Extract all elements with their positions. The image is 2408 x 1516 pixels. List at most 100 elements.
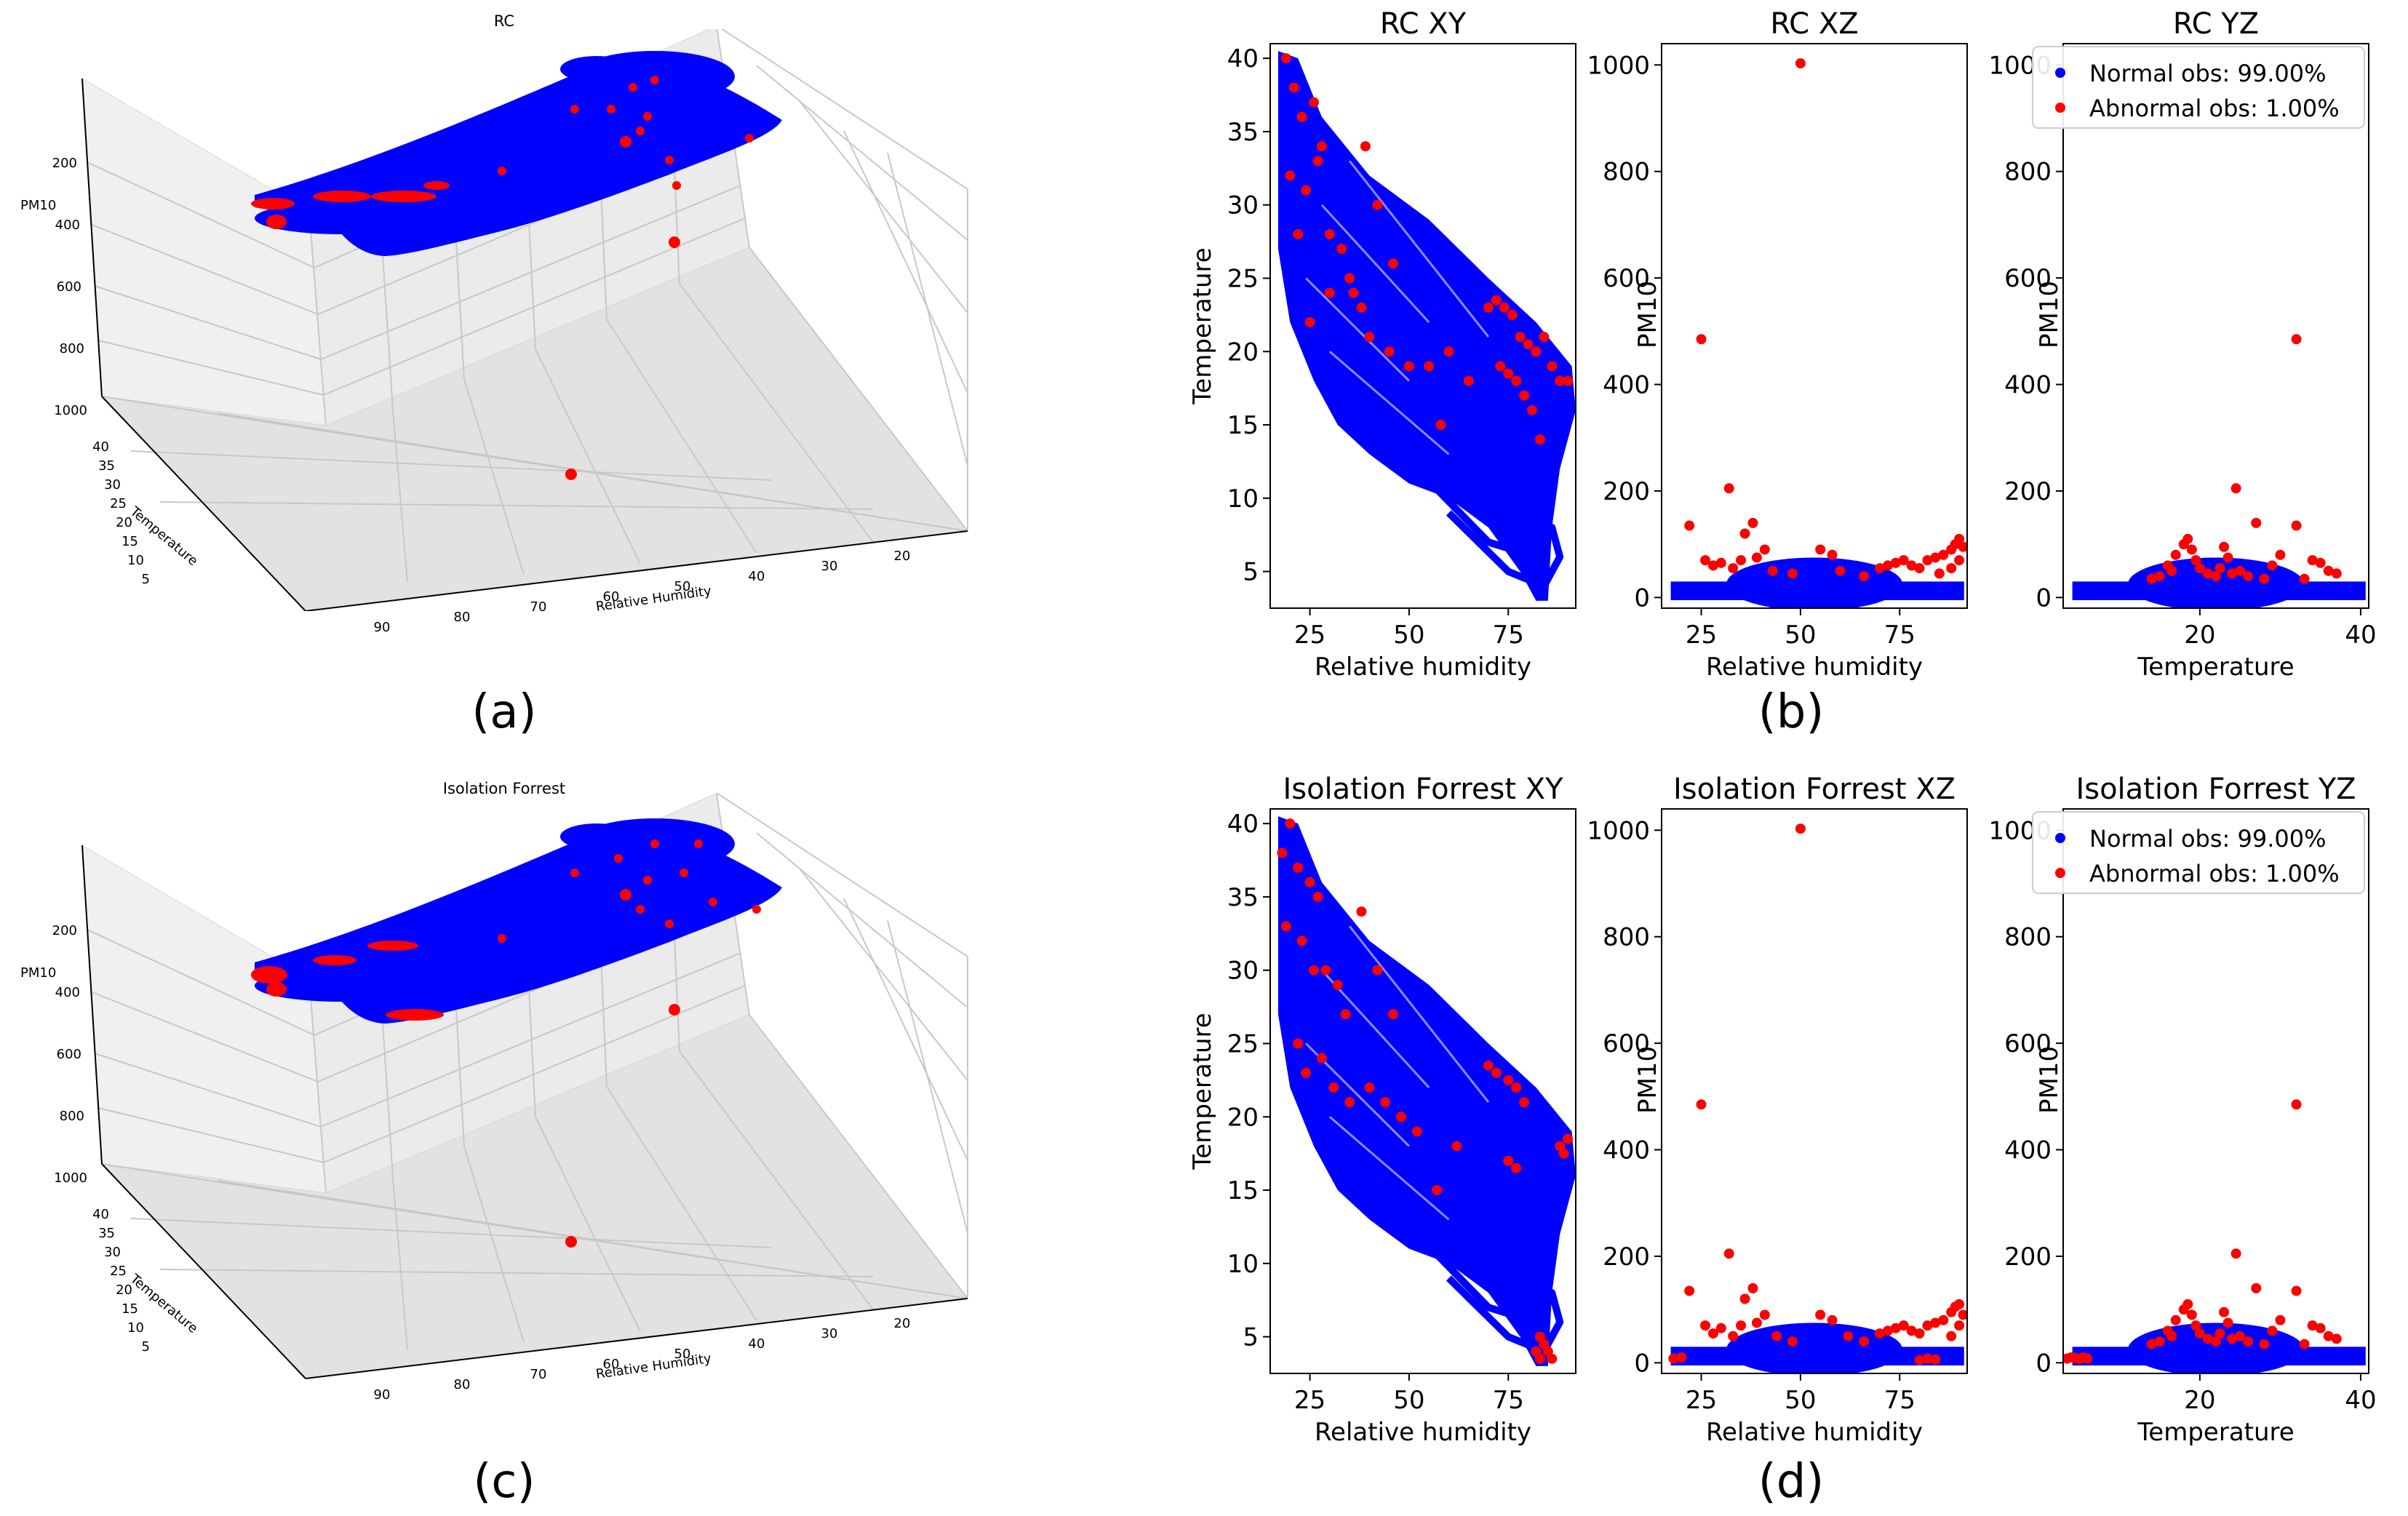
abnormal-point bbox=[1432, 1185, 1443, 1196]
y-tick-label: 200 bbox=[1603, 477, 1650, 506]
abnormal-point bbox=[1563, 1133, 1574, 1144]
panel-a-ztick: 1000 bbox=[54, 403, 87, 418]
x-tick-label: 75 bbox=[1884, 1386, 1915, 1415]
abnormal-point bbox=[1747, 1282, 1758, 1293]
panel-a-ztick: 600 bbox=[57, 279, 81, 295]
panel-a-xtick: 30 bbox=[821, 559, 838, 574]
abnormal-point bbox=[1946, 563, 1957, 574]
abnormal-point bbox=[1285, 818, 1296, 829]
abnormal-point bbox=[1914, 1328, 1925, 1339]
abnormal-point bbox=[1388, 258, 1399, 269]
normal-loop bbox=[1446, 495, 1564, 590]
abnormal-point bbox=[1380, 1097, 1391, 1108]
abnormal-point bbox=[1815, 544, 1826, 555]
abnormal-point bbox=[1328, 1082, 1339, 1093]
abnormal-point bbox=[1958, 541, 1967, 552]
axes-frame bbox=[1269, 43, 1576, 609]
abnormal-point bbox=[1751, 552, 1762, 563]
panel-c-zticks: 200 400 600 800 1000 bbox=[52, 923, 87, 1186]
abnormal-point bbox=[2146, 573, 2157, 584]
caption-d: (d) bbox=[1758, 1455, 1825, 1509]
abnormal-point bbox=[1396, 1112, 1406, 1122]
y-tick-label: 800 bbox=[1603, 158, 1650, 187]
abnormal-point bbox=[1787, 568, 1798, 579]
panel-c-xtick: 30 bbox=[821, 1326, 838, 1341]
y-tick-label: 1000 bbox=[1587, 51, 1650, 80]
abnormal-point bbox=[2251, 1282, 2262, 1293]
abnormal-point bbox=[1843, 1331, 1854, 1341]
abnormal-point bbox=[1906, 560, 1917, 571]
abnormal-point bbox=[2202, 568, 2213, 579]
legend-marker bbox=[2055, 868, 2065, 878]
abnormal-point bbox=[1348, 287, 1359, 298]
legend-label: Abnormal obs: 1.00% bbox=[2089, 860, 2340, 887]
panel-a-ytick: 30 bbox=[104, 477, 121, 492]
axes-frame bbox=[1661, 43, 1968, 609]
abnormal-point bbox=[2291, 1099, 2302, 1110]
abnormal-point bbox=[2194, 563, 2205, 574]
y-tick-label: 800 bbox=[2004, 158, 2052, 187]
panel-c-xticks: 90 80 70 60 50 40 30 20 bbox=[374, 1316, 911, 1403]
abnormal-point bbox=[2331, 1333, 2342, 1344]
abnormal-point bbox=[2291, 520, 2302, 531]
y-tick-label: 15 bbox=[1227, 411, 1259, 440]
abnormal-point bbox=[1356, 302, 1367, 313]
y-tick-label: 600 bbox=[2004, 264, 2052, 293]
abnormal-point bbox=[1515, 332, 1526, 343]
abnormal-point bbox=[1304, 316, 1315, 327]
abnormal-point bbox=[1906, 1325, 1917, 1336]
abnormal-point bbox=[1696, 1099, 1707, 1110]
abnormal-point bbox=[2243, 571, 2254, 582]
y-tick-label: 20 bbox=[1227, 1103, 1259, 1132]
abnormal-point bbox=[2230, 1248, 2241, 1259]
abnormal-point bbox=[1898, 555, 1909, 566]
abnormal-point bbox=[1309, 965, 1319, 976]
abnormal-point bbox=[1946, 1331, 1957, 1341]
abnormal-point bbox=[2251, 517, 2262, 528]
y-axis-label: PM10 bbox=[2035, 1046, 2064, 1114]
y-tick-label: 0 bbox=[2036, 583, 2052, 613]
x-tick-label: 20 bbox=[2184, 621, 2215, 650]
abnormal-point bbox=[1320, 965, 1331, 976]
legend-label: Abnormal obs: 1.00% bbox=[2089, 95, 2340, 122]
abnormal-point bbox=[1859, 571, 1870, 582]
y-axis-label: PM10 bbox=[1633, 1046, 1662, 1114]
abnormal-point bbox=[2202, 1333, 2213, 1344]
abnormal-point bbox=[1875, 1328, 1885, 1339]
panel-a-ztick: 800 bbox=[60, 341, 84, 356]
abnormal-point bbox=[1890, 557, 1901, 568]
abnormal-point bbox=[1728, 563, 1739, 574]
abnormal-point bbox=[2259, 1339, 2270, 1349]
x-tick-label: 25 bbox=[1686, 1386, 1717, 1415]
panel-c-ytick: 40 bbox=[92, 1207, 109, 1222]
y-axis-label: Temperature bbox=[1188, 247, 1217, 404]
chart-title: RC XY bbox=[1380, 7, 1467, 41]
normal-streak bbox=[1320, 204, 1430, 323]
panel-c-ztick: 400 bbox=[55, 985, 80, 1000]
y-tick-label: 200 bbox=[2004, 1242, 2052, 1272]
abnormal-point bbox=[1531, 346, 1542, 357]
abnormal-point bbox=[1723, 1248, 1734, 1259]
y-tick-label: 0 bbox=[1634, 583, 1650, 613]
abnormal-point bbox=[1360, 141, 1371, 152]
panel-a-title: RC bbox=[494, 12, 514, 30]
chart-title: RC YZ bbox=[2173, 7, 2259, 41]
panel-a-ztick: 200 bbox=[52, 156, 77, 171]
x-tick-label: 25 bbox=[1686, 621, 1717, 650]
y-tick-label: 40 bbox=[1227, 810, 1259, 839]
abnormal-point bbox=[1324, 287, 1335, 298]
abnormal-point bbox=[2170, 549, 2181, 560]
panel-c-ztick: 1000 bbox=[54, 1170, 87, 1186]
panel-a-ytick: 20 bbox=[116, 515, 132, 530]
abnormal-point bbox=[1898, 1320, 1909, 1331]
plot-area bbox=[2072, 334, 2366, 608]
caption-b: (b) bbox=[1758, 685, 1825, 739]
normal-streak bbox=[1348, 160, 1490, 338]
y-tick-label: 400 bbox=[2004, 1136, 2052, 1165]
abnormal-point bbox=[1312, 156, 1323, 167]
axes-frame bbox=[2062, 43, 2369, 609]
y-tick-label: 25 bbox=[1227, 264, 1259, 293]
panel-c-xtick: 60 bbox=[603, 1357, 620, 1372]
y-tick-label: 800 bbox=[2004, 923, 2052, 952]
abnormal-point bbox=[1364, 332, 1375, 343]
